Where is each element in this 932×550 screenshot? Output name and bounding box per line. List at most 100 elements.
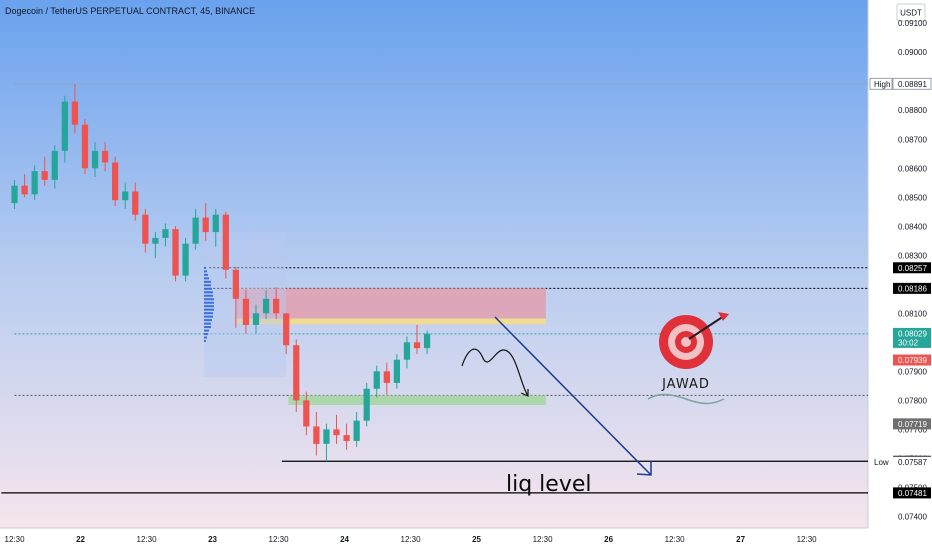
candle-body [273,298,280,314]
profile-bar [203,333,208,336]
chart-title: Dogecoin / TetherUS PERPETUAL CONTRACT, … [5,6,255,16]
time-tick: 12:30 [5,535,26,544]
price-tick: 0.09000 [898,48,927,57]
candle-body [333,429,340,436]
profile-bar [203,287,212,290]
profile-bar [203,298,214,301]
projection-curve [461,348,529,397]
zone-demand [288,395,546,405]
profile-bar [203,322,211,325]
logo: JAWAD [647,312,729,405]
price-tick: 0.08300 [898,251,927,260]
profile-bar [203,277,209,280]
time-tick: 12:30 [269,535,290,544]
price-tick: 0.08100 [898,309,927,318]
candle-body [313,426,320,444]
profile-bar [203,319,212,322]
candle-body [383,371,390,383]
currency-button[interactable]: USDT [896,3,926,22]
candle-body [41,171,48,180]
candle-body [71,101,79,125]
currency-button-label: USDT [900,9,922,18]
price-label: 0.07939 [893,354,931,366]
candle-body [31,171,38,195]
price-tick: 0.08400 [898,222,927,231]
price-label: 0.08257 [893,262,931,274]
profile-bar [203,312,213,315]
time-tick: 25 [472,535,481,544]
price-label-tag-text: Low [874,458,889,467]
logo-swoosh-icon [647,393,725,405]
candle-body [61,101,68,151]
profile-bar [203,308,214,311]
candle-body [81,124,89,169]
candle-body [262,298,270,314]
price-label-box [893,262,931,274]
price-label-box [892,77,932,90]
liq-level-label: liq level [506,472,592,497]
profile-bar [203,315,213,318]
candle-body [403,342,411,360]
price-label-box [893,354,931,366]
price-label: 0.07481 [893,487,931,499]
candle-body [373,371,380,389]
profile-bar [203,301,214,304]
price-tick: 0.08800 [898,106,927,115]
time-tick: 23 [208,535,217,544]
candle-body [283,313,290,346]
profile-bar [203,340,206,343]
price-tick: 0.07800 [898,396,927,405]
price-label: 0.07719 [893,418,931,430]
price-label-countdown: 30:02 [898,338,919,347]
price-tick: 0.07700 [898,425,927,434]
price-label: 0.07587 Low [874,456,931,468]
candle-body [142,214,149,244]
price-label-box [893,456,931,468]
candle-body [172,229,179,276]
price-label-tag: Low [874,458,889,467]
time-tick: 12:30 [797,535,818,544]
candle-body [353,420,360,441]
price-label-value: 0.08186 [898,284,927,293]
time-axis-ticks: 12:30 22 12:30 23 12:30 24 12:30 25 12:30 26 12:30… [5,535,818,544]
candle-body [303,400,310,427]
price-tick: 0.08700 [898,135,927,144]
zones [235,288,546,405]
candle-body [192,217,199,244]
price-label-value: 0.07481 [898,489,927,498]
time-tick: 12:30 [401,535,422,544]
candle-body [212,214,219,233]
price-label-box [893,418,931,430]
candle-body [51,150,58,180]
candle-body [423,333,431,349]
time-tick: 12:30 [137,535,158,544]
profile-bar [203,329,209,332]
candle-body [413,342,421,349]
dart-icon [688,315,725,340]
profile-bar [203,291,213,294]
candle-body [252,313,260,325]
zone-supply-edge [235,318,546,325]
profile-bar [203,270,207,273]
profile-bar [203,284,211,287]
time-tick: 27 [736,535,745,544]
price-label-value: 0.07939 [898,356,927,365]
candle-body [152,237,159,244]
candle-body [323,429,330,444]
target-arrow [494,316,652,476]
time-tick: 22 [76,535,85,544]
profile-bar [203,336,207,339]
candle-body [11,185,18,204]
profile-bar [203,280,211,283]
candle-body [122,191,129,201]
logo-text: JAWAD [661,377,710,392]
time-tick: 12:30 [665,535,686,544]
candles [11,84,431,462]
profile-bar [203,305,214,308]
candle-body [182,243,189,276]
time-tick: 26 [604,535,613,544]
price-label-box [893,487,931,499]
price-label-value: 0.08257 [898,264,927,273]
